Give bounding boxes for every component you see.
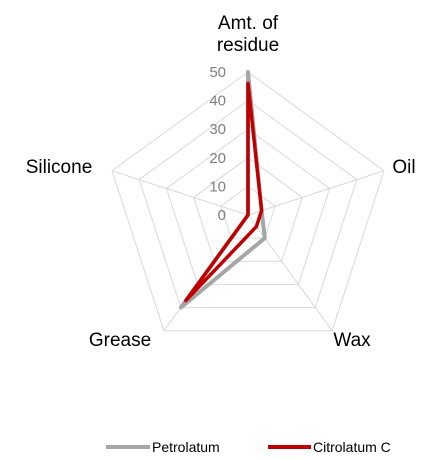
- category-label-wax: Wax: [333, 330, 371, 351]
- grid-spoke: [111, 170, 249, 216]
- grid-ring: [111, 71, 385, 332]
- grid-spoke: [247, 214, 333, 331]
- legend-label: Citrolatum C: [313, 439, 391, 455]
- legend: Petrolatum Citrolatum C: [106, 439, 391, 455]
- legend-item: Citrolatum C: [268, 439, 391, 455]
- legend-label: Petrolatum: [152, 439, 220, 455]
- grid-ring: [165, 128, 331, 285]
- category-labels: Amt. of residue Oil Wax Grease Silicone: [26, 13, 416, 351]
- category-label-line: Grease: [89, 330, 151, 351]
- category-label-line: Oil: [392, 157, 415, 178]
- series-lines: [178, 70, 267, 310]
- radial-tick-labels: 0 10 20 30 40 50: [209, 64, 226, 224]
- category-label-line: residue: [217, 35, 279, 56]
- legend-item: Petrolatum: [106, 439, 220, 455]
- category-label-oil: Oil: [392, 157, 415, 178]
- category-label-line: Wax: [333, 330, 371, 351]
- series-line-citrolatum-c: [184, 81, 264, 303]
- tick-label: 20: [209, 150, 226, 167]
- tick-label: 40: [209, 93, 226, 110]
- category-label-line: Amt. of: [218, 13, 279, 34]
- category-label-grease: Grease: [89, 330, 151, 351]
- tick-label: 30: [209, 121, 226, 138]
- category-label-silicone: Silicone: [26, 157, 93, 178]
- tick-label: 50: [209, 64, 226, 81]
- grid-ring: [138, 99, 358, 309]
- tick-label: 10: [209, 178, 226, 195]
- grid-ring: [193, 157, 303, 262]
- tick-label: 0: [218, 207, 226, 224]
- grid-ring: [220, 185, 276, 239]
- grid-spoke: [247, 170, 385, 216]
- category-label-amt-of-residue: Amt. of residue: [217, 13, 279, 56]
- category-label-line: Silicone: [26, 157, 93, 178]
